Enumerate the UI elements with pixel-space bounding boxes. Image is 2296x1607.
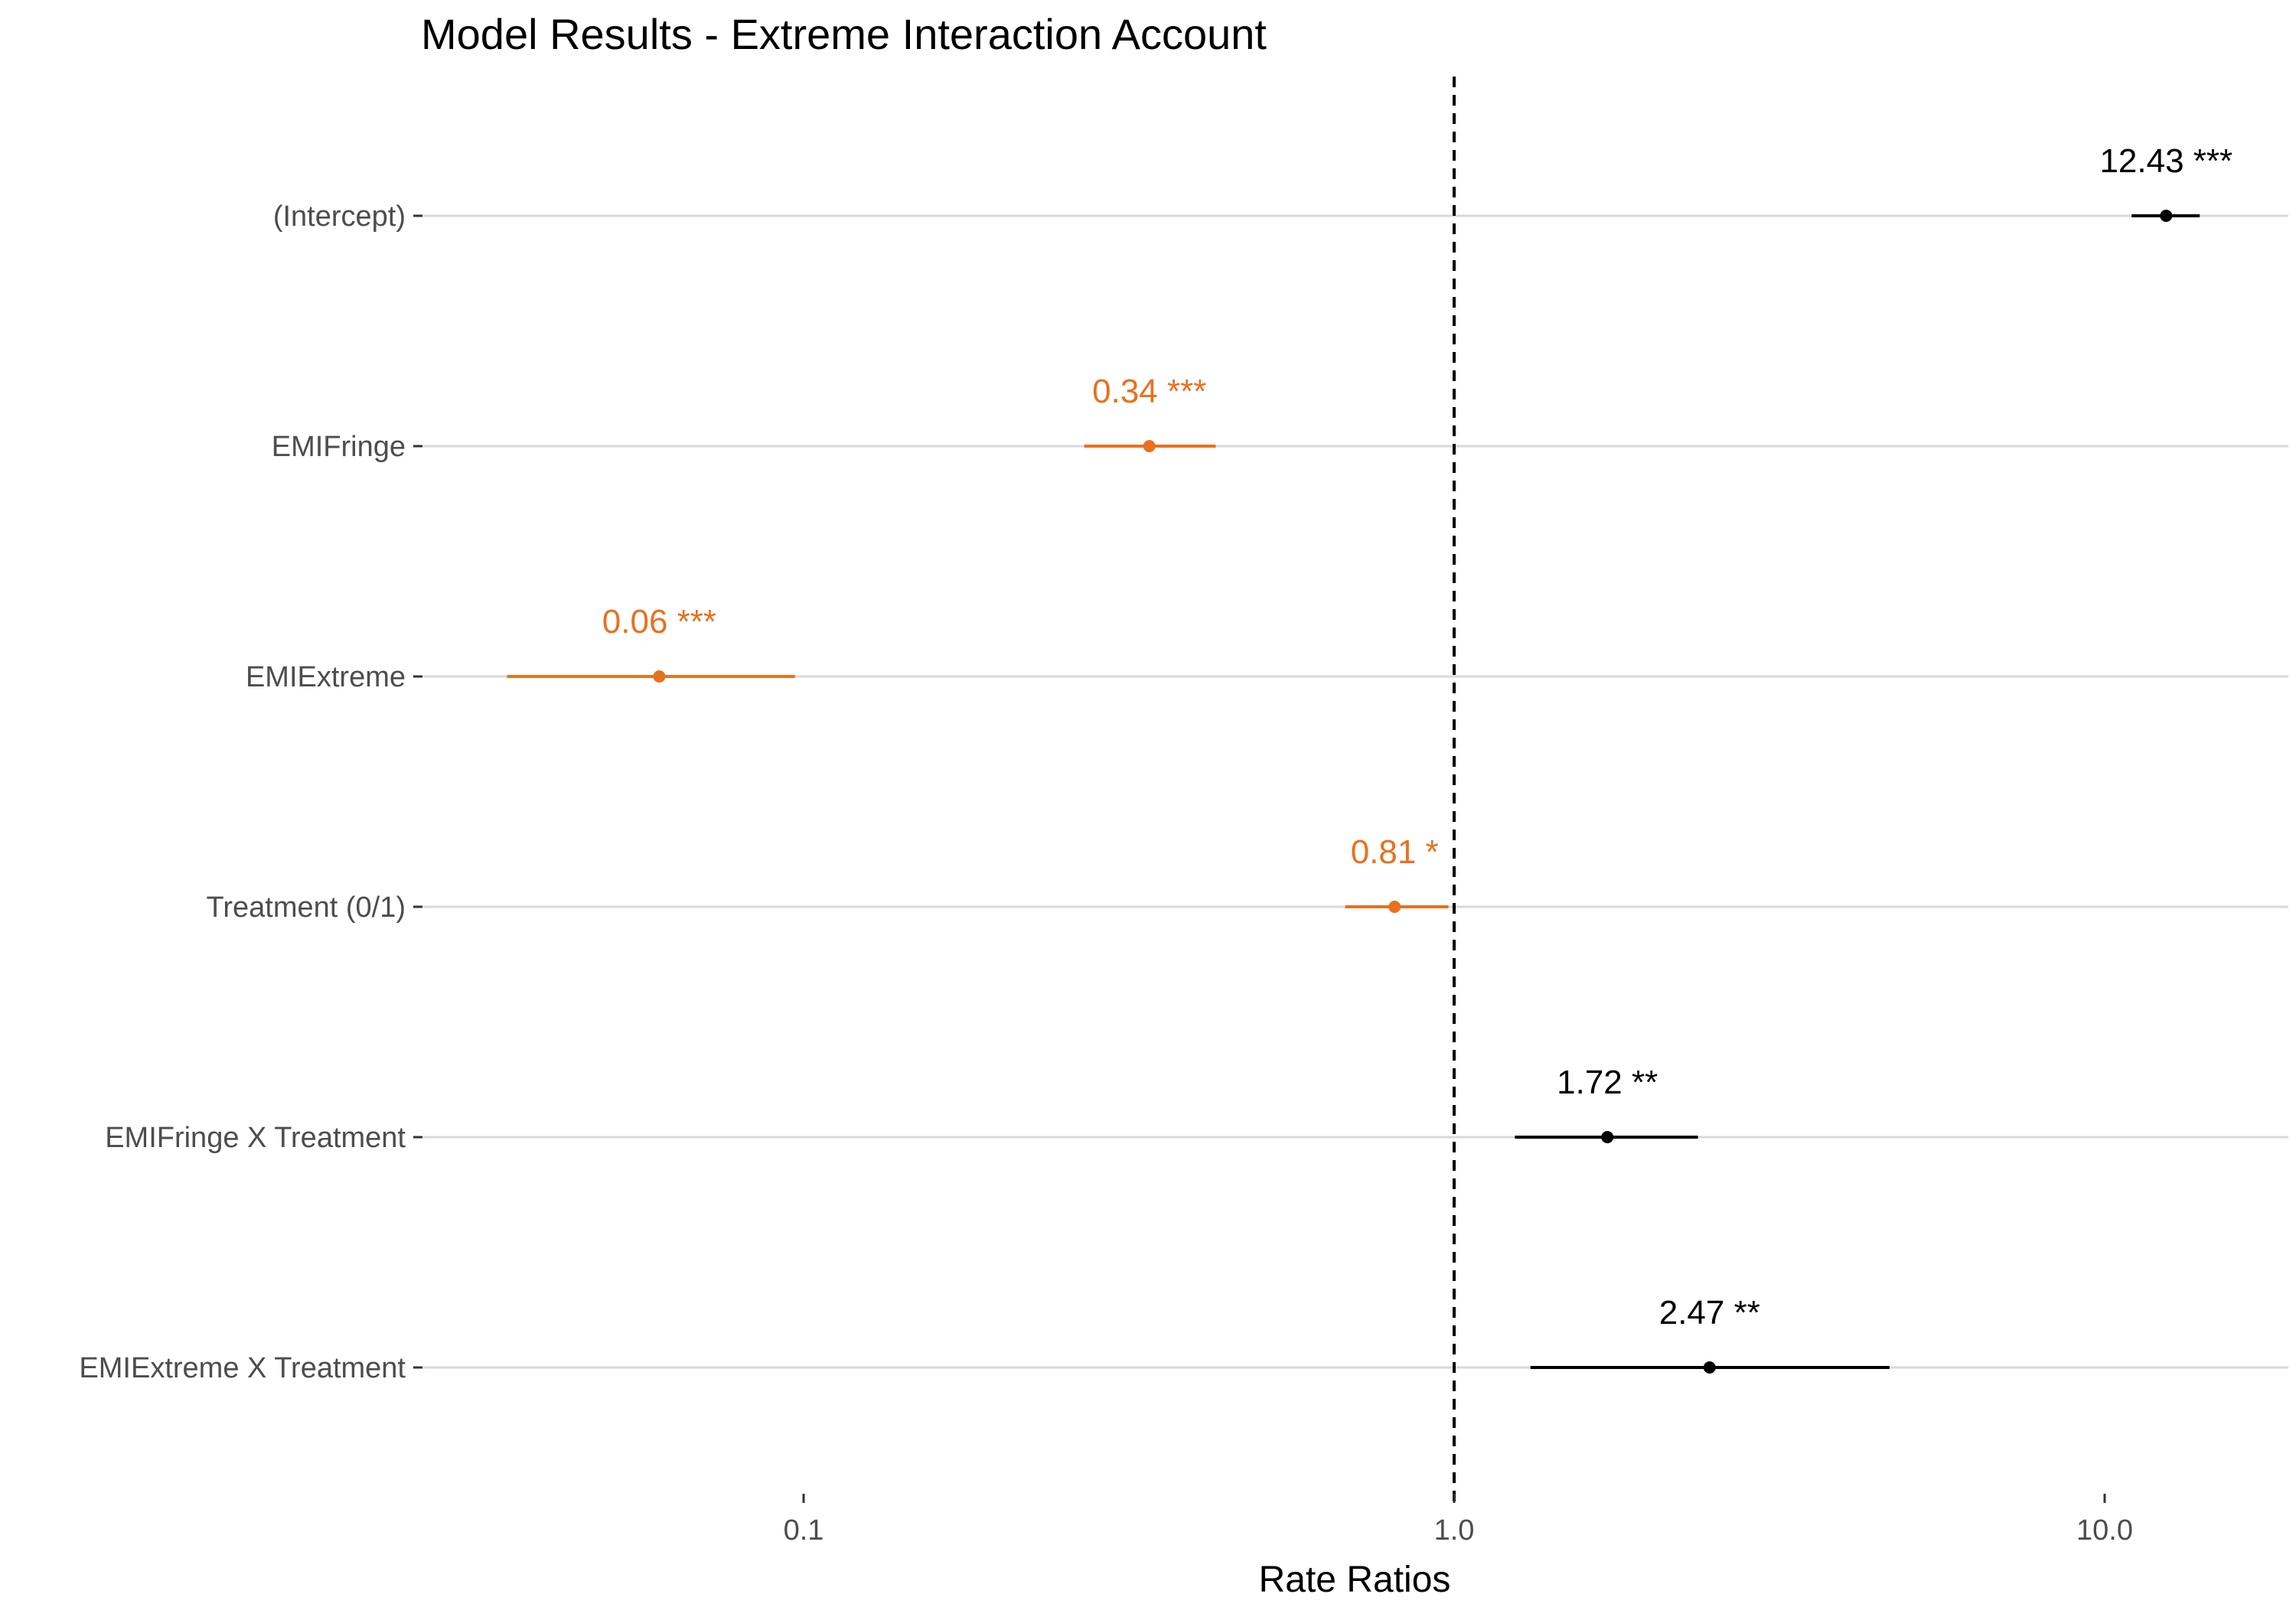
estimate-point [2160, 210, 2173, 222]
value-label: 0.81 * [1351, 833, 1439, 871]
x-tick-label: 1.0 [1434, 1514, 1475, 1547]
x-tick-label: 10.0 [2076, 1514, 2133, 1547]
value-label: 2.47 ** [1659, 1294, 1760, 1332]
term-label: EMIExtreme X Treatment [79, 1352, 406, 1384]
x-tick-label: 0.1 [784, 1514, 824, 1547]
estimate-point [1143, 440, 1156, 452]
y-axis: (Intercept) EMIFringe EMIExtreme Treatment … [79, 200, 422, 1384]
estimate-point [1601, 1131, 1614, 1143]
value-label: 12.43 *** [2099, 142, 2232, 180]
term-label: EMIFringe X Treatment [105, 1122, 406, 1154]
term-label: (Intercept) [273, 200, 406, 233]
value-label: 1.72 ** [1557, 1064, 1658, 1101]
value-label: 0.34 *** [1092, 373, 1206, 410]
estimate-point [653, 670, 666, 683]
term-label: EMIFringe [272, 431, 406, 463]
x-axis-title: Rate Ratios [1259, 1560, 1451, 1600]
data-marks: 12.43 *** 0.34 *** 0.06 *** 0.81 * 1.72 ** 2.… [507, 142, 2232, 1374]
estimate-point [1703, 1361, 1716, 1374]
term-label: EMIExtreme [246, 661, 406, 693]
x-axis: 0.1 1.0 10.0 [784, 1494, 2133, 1547]
chart-title: Model Results - Extreme Interaction Acco… [421, 10, 1267, 58]
term-label: Treatment (0/1) [207, 892, 406, 924]
value-label: 0.06 *** [602, 603, 716, 641]
gridlines [421, 214, 2288, 1369]
estimate-point [1388, 901, 1401, 913]
